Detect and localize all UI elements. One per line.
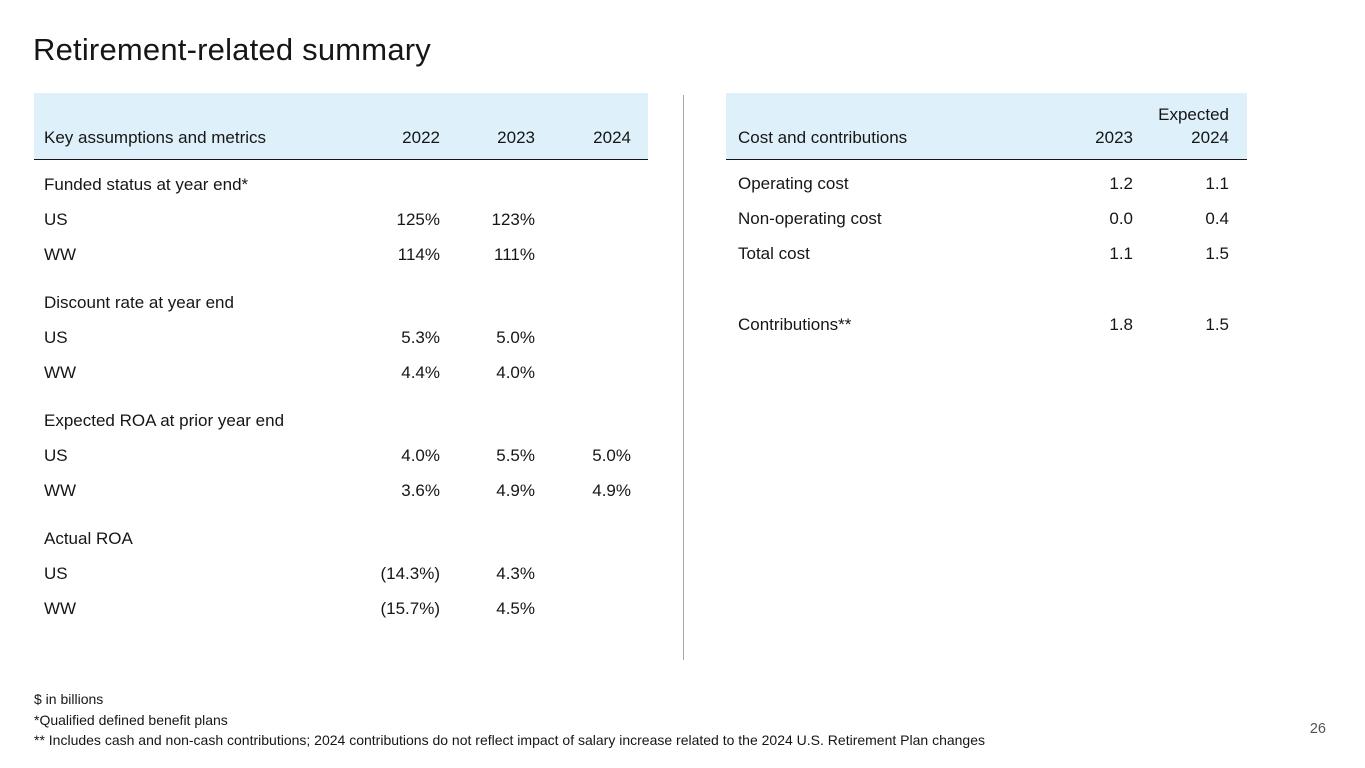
value-2022: 5.3%	[401, 327, 440, 347]
section-label-row: Funded status at year end*	[34, 167, 648, 202]
year-header-row: Cost and contributions 2023 2024	[726, 128, 1229, 148]
value-2024: 1.1	[1205, 173, 1229, 193]
table-row: WW 4.4% 4.0%	[34, 355, 648, 390]
row-label: US	[44, 327, 68, 347]
table-row: Operating cost 1.2 1.1	[726, 166, 1247, 201]
row-label: Total cost	[738, 243, 810, 263]
table-row: Total cost 1.1 1.5	[726, 236, 1247, 271]
row-label: WW	[44, 362, 77, 382]
key-assumptions-body: Funded status at year end* US 125% 123% WW 11…	[34, 167, 648, 626]
value-2023: 4.9%	[496, 480, 535, 500]
page-title: Retirement-related summary	[33, 32, 431, 67]
table-row: WW (15.7%) 4.5%	[34, 591, 648, 626]
section-label: Discount rate at year end	[44, 292, 234, 312]
value-2022: 3.6%	[401, 480, 440, 500]
value-2024: 5.0%	[592, 445, 631, 465]
value-2023: 5.0%	[496, 327, 535, 347]
value-2024: 1.5	[1205, 243, 1229, 263]
row-label: US	[44, 209, 68, 229]
row-label: Operating cost	[738, 173, 849, 193]
page-number: 26	[1309, 721, 1326, 737]
table-row: US 125% 123%	[34, 202, 648, 237]
column-header-cost-and-contributions: Cost and contributions	[738, 128, 908, 147]
table-row: Non-operating cost 0.0 0.4	[726, 201, 1247, 236]
value-2024: 1.5	[1205, 314, 1229, 334]
row-label: WW	[44, 598, 77, 618]
cost-contributions-header-row: Expected Cost and contributions 2023 202…	[726, 93, 1247, 160]
value-2023: 1.8	[1109, 314, 1133, 334]
table-row: US 5.3% 5.0%	[34, 320, 648, 355]
footnotes: $ in billions *Qualified defined benefit…	[34, 689, 985, 751]
key-assumptions-table: Key assumptions and metrics 2022 2023 20…	[34, 93, 648, 626]
value-2022: 4.4%	[401, 362, 440, 382]
value-2023: 123%	[491, 209, 535, 229]
column-header-2023: 2023	[1095, 128, 1133, 147]
value-2024: 4.9%	[592, 480, 631, 500]
footnote-billions: $ in billions	[34, 691, 104, 707]
cost-contributions-table: Expected Cost and contributions 2023 202…	[726, 93, 1247, 342]
value-2023: 4.3%	[496, 563, 535, 583]
table-row: WW 114% 111%	[34, 237, 648, 272]
super-header-expected: Expected	[1158, 105, 1229, 124]
expected-super-header-row: Expected	[726, 101, 1229, 125]
table-row: Contributions** 1.8 1.5	[726, 307, 1247, 342]
value-2024: 0.4	[1205, 208, 1229, 228]
section-label-row: Actual ROA	[34, 521, 648, 556]
column-header-2024: 2024	[1191, 128, 1229, 147]
value-2023: 1.1	[1109, 243, 1133, 263]
value-2023: 4.0%	[496, 362, 535, 382]
value-2022: 125%	[396, 209, 440, 229]
section-label: Expected ROA at prior year end	[44, 410, 285, 430]
value-2023: 111%	[494, 244, 535, 264]
footnote-qualified-plans: *Qualified defined benefit plans	[34, 711, 228, 728]
value-2022: (14.3%)	[380, 563, 440, 583]
key-assumptions-header-row: Key assumptions and metrics 2022 2023 20…	[34, 93, 648, 160]
section-label-row: Discount rate at year end	[34, 285, 648, 320]
footnote-contributions: ** Includes cash and non-cash contributi…	[34, 732, 985, 748]
value-2023: 0.0	[1109, 208, 1133, 228]
value-2023: 5.5%	[496, 445, 535, 465]
row-label: Non-operating cost	[738, 208, 882, 228]
value-2022: 4.0%	[401, 445, 440, 465]
row-label: US	[44, 563, 68, 583]
section-label: Actual ROA	[44, 528, 133, 548]
column-header-2023: 2023	[497, 128, 535, 147]
row-spacer	[726, 271, 1247, 307]
row-label: Contributions**	[738, 314, 852, 334]
column-header-2022: 2022	[402, 128, 440, 147]
section-label-row: Expected ROA at prior year end	[34, 403, 648, 438]
column-header-key-assumptions: Key assumptions and metrics	[44, 128, 267, 147]
row-label: WW	[44, 244, 77, 264]
table-row: WW 3.6% 4.9% 4.9%	[34, 473, 648, 508]
cost-contributions-body: Operating cost 1.2 1.1 Non-operating cost 0.…	[726, 166, 1247, 342]
row-label: WW	[44, 480, 77, 500]
value-2023: 4.5%	[496, 598, 535, 618]
value-2022: (15.7%)	[380, 598, 440, 618]
value-2023: 1.2	[1109, 173, 1133, 193]
section-label: Funded status at year end*	[44, 174, 249, 194]
value-2022: 114%	[397, 244, 440, 264]
table-divider	[683, 95, 684, 660]
table-row: US (14.3%) 4.3%	[34, 556, 648, 591]
column-header-2024: 2024	[593, 128, 631, 147]
table-row: US 4.0% 5.5% 5.0%	[34, 438, 648, 473]
row-label: US	[44, 445, 68, 465]
